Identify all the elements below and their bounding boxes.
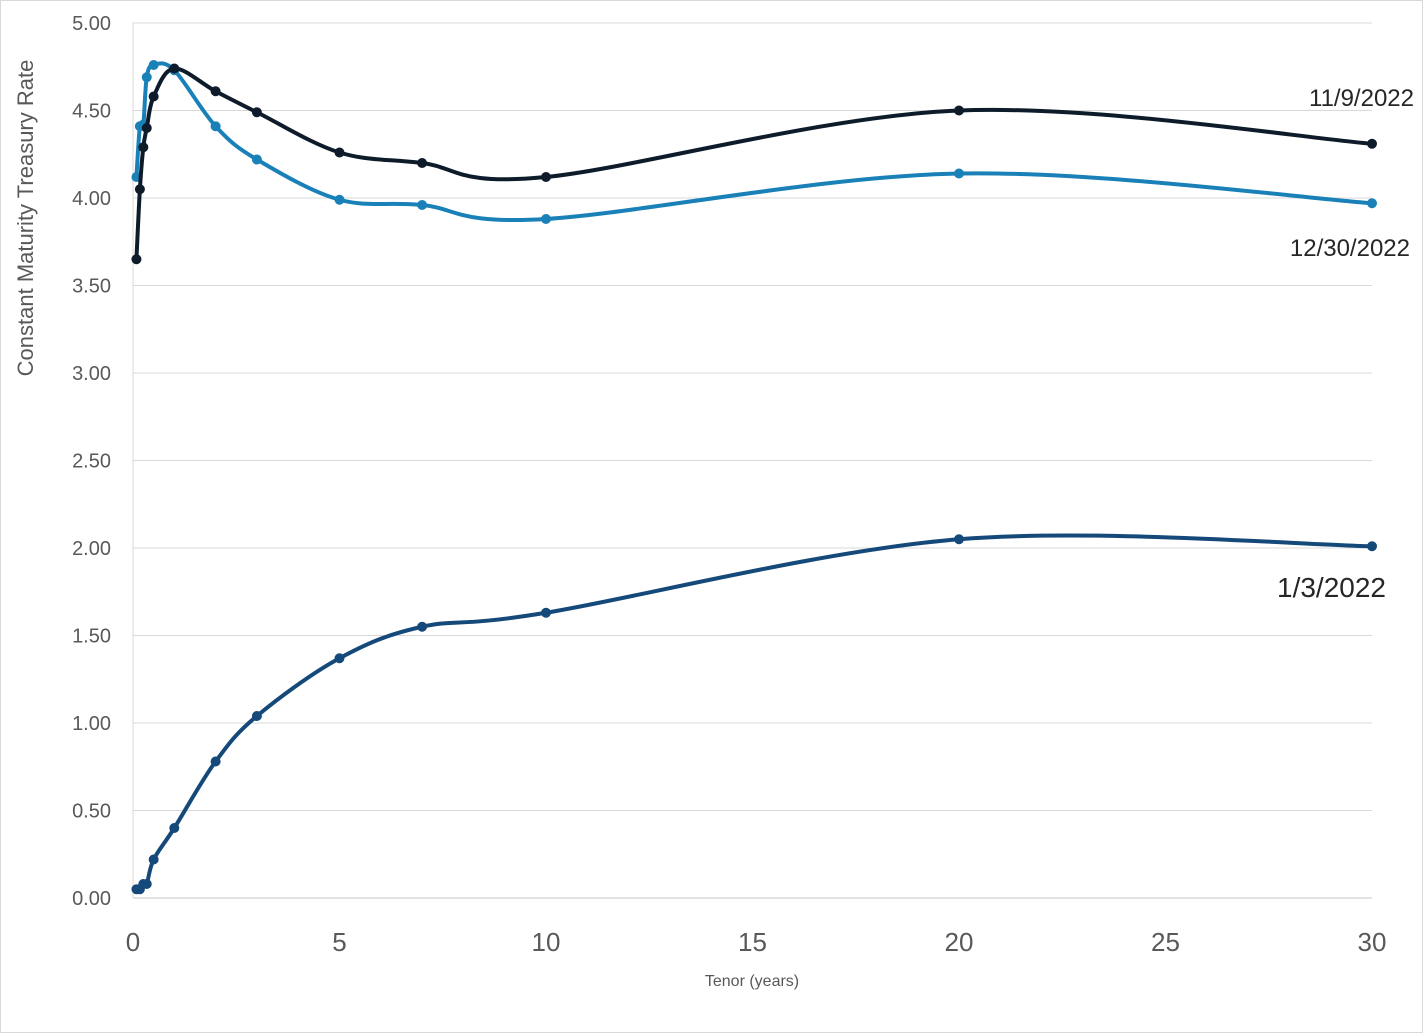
data-point xyxy=(169,63,180,74)
y-tick-label: 1.50 xyxy=(72,626,111,648)
data-point xyxy=(141,879,152,889)
data-point xyxy=(1367,138,1377,149)
data-point xyxy=(138,142,149,153)
data-point xyxy=(148,91,159,102)
series-1-3-2022 xyxy=(131,533,1377,895)
series-11-9-2022 xyxy=(131,63,1377,265)
data-point xyxy=(251,711,262,721)
data-point xyxy=(1367,198,1377,209)
y-tick-label: 0.50 xyxy=(72,801,111,823)
x-tick-label: 25 xyxy=(1151,927,1180,957)
data-point xyxy=(954,168,964,179)
data-point xyxy=(417,200,428,210)
x-tick-label: 20 xyxy=(945,927,974,957)
y-tick-label: 2.00 xyxy=(72,538,111,560)
y-tick-label: 3.00 xyxy=(72,363,111,385)
data-point xyxy=(541,607,551,618)
x-tick-label: 10 xyxy=(532,927,561,957)
series-lines xyxy=(131,60,1377,895)
axes: 0.00 0.50 1.00 1.50 2.00 2.50 3.00 3.50 4.00 4.50… xyxy=(72,13,1386,957)
x-tick-label: 15 xyxy=(738,927,767,957)
data-point xyxy=(541,172,551,182)
data-point xyxy=(148,854,159,865)
y-tick-label: 5.00 xyxy=(72,13,111,35)
data-point xyxy=(148,60,159,70)
x-axis-title: Tenor (years) xyxy=(705,973,799,990)
series-label: 1/3/2022 xyxy=(1277,572,1386,603)
data-point xyxy=(334,147,345,158)
series-label: 12/30/2022 xyxy=(1290,235,1410,262)
data-point xyxy=(210,86,221,97)
series-labels: 12/30/2022 11/9/2022 1/3/2022 xyxy=(1277,85,1414,603)
y-tick-label: 4.00 xyxy=(72,188,111,210)
data-point xyxy=(210,756,221,767)
data-point xyxy=(1367,541,1377,552)
data-point xyxy=(131,254,142,265)
data-point xyxy=(417,158,428,168)
y-tick-label: 3.50 xyxy=(72,276,111,298)
data-point xyxy=(251,107,262,118)
data-point xyxy=(134,184,145,195)
x-tick-label: 5 xyxy=(332,927,346,957)
series-label: 11/9/2022 xyxy=(1309,85,1414,112)
gridlines xyxy=(133,22,1372,811)
series-line xyxy=(134,66,1374,262)
data-point xyxy=(954,105,964,116)
x-tick-label: 0 xyxy=(126,927,140,957)
x-tick-label: 30 xyxy=(1358,927,1387,957)
y-tick-label: 0.00 xyxy=(72,888,111,910)
data-point xyxy=(954,534,964,545)
series-line xyxy=(134,61,1374,223)
data-point xyxy=(334,653,345,664)
data-point xyxy=(251,154,262,165)
y-tick-label: 1.00 xyxy=(72,713,111,735)
data-point xyxy=(141,72,152,83)
y-axis-title: Constant Maturity Treasury Rate xyxy=(13,60,38,377)
data-point xyxy=(334,194,345,205)
y-tick-label: 4.50 xyxy=(72,101,111,123)
data-point xyxy=(141,123,152,133)
y-tick-label: 2.50 xyxy=(72,451,111,473)
data-point xyxy=(417,621,428,632)
data-point xyxy=(541,214,551,224)
data-point xyxy=(210,121,221,132)
data-point xyxy=(169,823,180,833)
